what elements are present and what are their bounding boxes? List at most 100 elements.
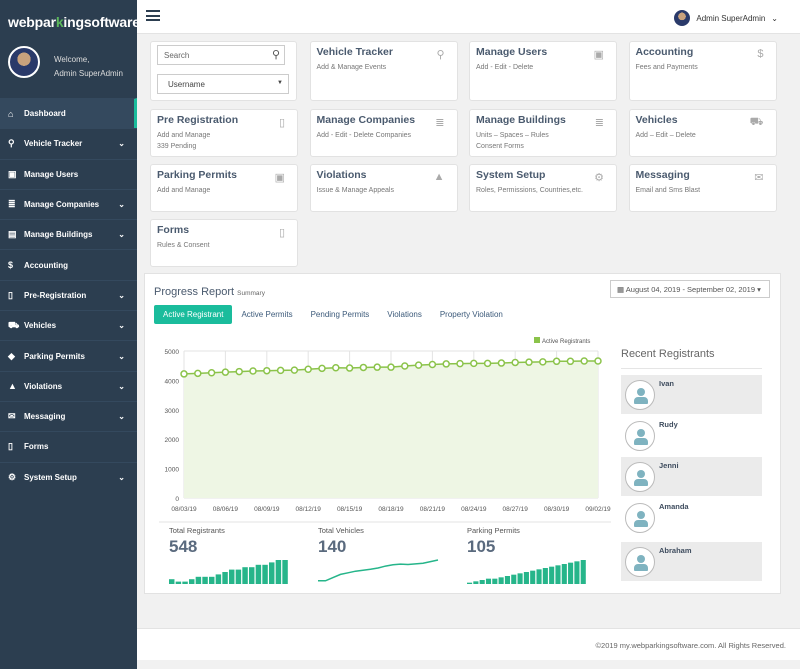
list-item[interactable]: Ivan bbox=[621, 375, 762, 414]
data-point bbox=[594, 357, 602, 365]
data-point bbox=[580, 357, 588, 365]
spark-bar bbox=[574, 561, 580, 584]
tag-icon: ◆ bbox=[8, 350, 15, 361]
data-point bbox=[414, 361, 423, 369]
tab-property-violation[interactable]: Property Violation bbox=[439, 310, 503, 319]
data-point bbox=[456, 359, 464, 368]
sidebar-item-violations[interactable]: ▲ Violations ⌄ bbox=[0, 370, 137, 401]
data-point bbox=[276, 366, 285, 375]
avatar bbox=[8, 46, 40, 78]
card-forms[interactable]: Forms ▯ Rules & Consent bbox=[150, 219, 298, 267]
list-item[interactable]: Rudy bbox=[621, 416, 762, 455]
x-tick-label: 09/02/19 bbox=[585, 506, 611, 513]
dollar-icon: $ bbox=[8, 260, 14, 271]
search-type-select[interactable]: Username ▼ bbox=[157, 74, 289, 94]
chevron-down-icon: ⌄ bbox=[118, 412, 125, 422]
data-point bbox=[511, 358, 519, 367]
sidebar: webparkingsoftware Welcome, Admin SuperAd… bbox=[0, 0, 140, 669]
hamburger-menu-icon[interactable] bbox=[146, 10, 160, 21]
tab-active-registrant[interactable]: Active Registrant bbox=[154, 305, 233, 324]
sidebar-item-vehicles[interactable]: ⛟ Vehicles ⌄ bbox=[0, 310, 137, 340]
sidebar-item-pre-registration[interactable]: ▯ Pre-Registration ⌄ bbox=[0, 279, 137, 310]
search-icon[interactable]: ⚲ bbox=[271, 49, 280, 61]
card-parking-permits[interactable]: Parking Permits ▣ Add and Manage bbox=[150, 164, 298, 212]
registrant-name: Abraham bbox=[659, 546, 692, 555]
progress-report-panel: Progress Report Summary ▦ August 04, 201… bbox=[144, 273, 781, 594]
sidebar-item-manage-users[interactable]: ▣ Manage Users bbox=[0, 158, 137, 189]
sidebar-item-vehicle-tracker[interactable]: ⚲ Vehicle Tracker ⌄ bbox=[0, 128, 137, 158]
tab-pending-permits[interactable]: Pending Permits bbox=[310, 310, 370, 319]
sidebar-item-manage-companies[interactable]: ≣ Manage Companies ⌄ bbox=[0, 188, 137, 219]
spark-bar bbox=[498, 577, 504, 584]
card-title: Manage Buildings bbox=[476, 114, 566, 126]
report-tabs: Active Registrant Active Permits Pending P… bbox=[154, 305, 512, 324]
list-item[interactable]: Amanda bbox=[621, 498, 762, 537]
data-point bbox=[180, 370, 188, 378]
sidebar-item-dashboard[interactable]: ⌂ Dashboard bbox=[0, 98, 137, 129]
data-point bbox=[249, 367, 257, 375]
data-point bbox=[194, 369, 202, 378]
list-item[interactable]: Abraham bbox=[621, 542, 762, 581]
data-point bbox=[345, 364, 354, 372]
spark-bar bbox=[282, 560, 288, 584]
card-messaging[interactable]: Messaging ✉ Email and Sms Blast bbox=[628, 164, 777, 212]
sidebar-item-system-setup[interactable]: ⚙ System Setup ⌄ bbox=[0, 461, 137, 492]
card-vehicles[interactable]: Vehicles ⛟ Add – Edit – Delete bbox=[628, 109, 777, 157]
sidebar-item-parking-permits[interactable]: ◆ Parking Permits ⌄ bbox=[0, 340, 137, 370]
x-tick-label: 08/06/19 bbox=[213, 506, 239, 513]
card-manage-users[interactable]: Manage Users ▣ Add - Edit - Delete bbox=[469, 41, 617, 101]
card-description: 339 Pending bbox=[157, 143, 197, 150]
list-icon: ≣ bbox=[8, 199, 16, 210]
permit-icon: ▣ bbox=[274, 172, 285, 184]
list-item[interactable]: Jenni bbox=[621, 457, 762, 496]
user-menu[interactable]: Admin SuperAdmin ⌄ bbox=[674, 10, 778, 26]
sidebar-item-label: Violations bbox=[24, 381, 63, 391]
panel-subtitle: Summary bbox=[237, 290, 265, 297]
card-title: System Setup bbox=[476, 169, 546, 181]
home-icon: ⌂ bbox=[8, 108, 14, 119]
spark-line bbox=[318, 559, 439, 582]
user-avatar-icon bbox=[625, 380, 655, 410]
sidebar-item-messaging[interactable]: ✉ Messaging ⌄ bbox=[0, 400, 137, 431]
card-system-setup[interactable]: System Setup ⚙ Roles, Permissions, Countri… bbox=[469, 164, 617, 212]
user-avatar-icon bbox=[625, 503, 655, 533]
search-input[interactable]: Search ⚲ bbox=[157, 45, 285, 65]
x-tick-label: 08/03/19 bbox=[171, 506, 197, 513]
spark-bar bbox=[269, 562, 275, 584]
data-point bbox=[525, 358, 533, 366]
tab-active-permits[interactable]: Active Permits bbox=[241, 310, 293, 319]
sidebar-item-label: System Setup bbox=[24, 472, 77, 482]
data-point bbox=[235, 367, 243, 376]
file-icon: ▯ bbox=[278, 227, 285, 239]
sidebar-item-manage-buildings[interactable]: ▤ Manage Buildings ⌄ bbox=[0, 219, 137, 249]
sparkline bbox=[318, 559, 439, 582]
card-pre-registration[interactable]: Pre Registration ▯ Add and Manage 339 Pendi… bbox=[150, 109, 298, 157]
data-point bbox=[387, 363, 395, 371]
spark-bar bbox=[580, 560, 586, 584]
spark-bar bbox=[485, 578, 492, 584]
list-icon: ≣ bbox=[435, 117, 445, 129]
card-manage-companies[interactable]: Manage Companies ≣ Add - Edit - Delete Com… bbox=[309, 109, 458, 157]
card-description: Fees and Payments bbox=[635, 64, 698, 71]
logo[interactable]: webparkingsoftware bbox=[8, 14, 140, 30]
top-bar: Admin SuperAdmin ⌄ bbox=[137, 0, 800, 34]
spark-bar bbox=[262, 564, 268, 584]
spark-bar bbox=[189, 579, 195, 584]
card-violations[interactable]: Violations ▲ Issue & Manage Appeals bbox=[309, 164, 458, 212]
sidebar-item-label: Manage Users bbox=[24, 169, 79, 179]
card-accounting[interactable]: Accounting $ Fees and Payments bbox=[628, 41, 777, 101]
data-point bbox=[373, 363, 381, 371]
date-range-picker[interactable]: ▦ August 04, 2019 - September 02, 2019 ▾ bbox=[610, 280, 770, 298]
spark-bar bbox=[235, 569, 242, 584]
stat-label: Total Registrants bbox=[169, 526, 225, 535]
sidebar-item-label: Accounting bbox=[24, 260, 68, 270]
card-vehicle-tracker[interactable]: Vehicle Tracker ⚲ Add & Manage Events bbox=[309, 41, 458, 101]
spark-bar bbox=[511, 574, 517, 584]
sidebar-item-accounting[interactable]: $ Accounting bbox=[0, 249, 137, 279]
data-point bbox=[304, 365, 312, 373]
sidebar-item-forms[interactable]: ▯ Forms bbox=[0, 431, 137, 461]
card-manage-buildings[interactable]: Manage Buildings ≣ Units – Spaces – Rules C… bbox=[469, 109, 617, 157]
tab-violations[interactable]: Violations bbox=[387, 310, 422, 319]
spark-bar bbox=[549, 566, 555, 584]
spark-bar bbox=[473, 581, 479, 584]
